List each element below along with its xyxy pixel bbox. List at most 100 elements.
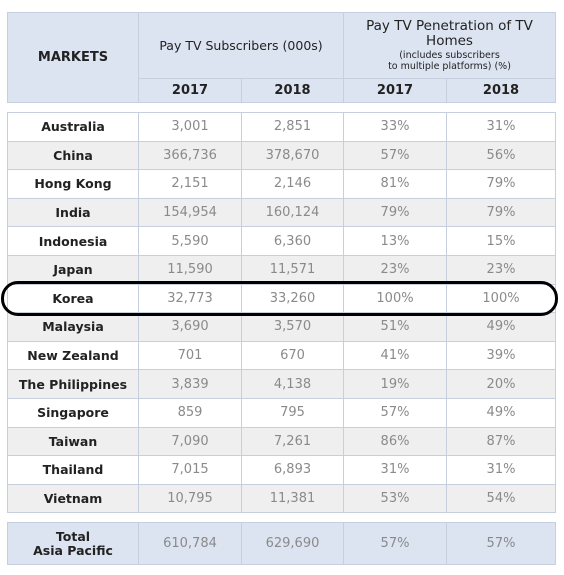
total-subs-2018: 629,690 [241,522,344,565]
pen-2018-cell: 87% [446,426,556,457]
subs-2017-cell: 7,090 [138,426,242,457]
total-row: Total Asia Pacific 610,784 629,690 57% 5… [7,522,556,565]
subs-2018-cell: 11,381 [241,483,344,514]
table-row: India 154,954 160,124 79% 79% [7,197,556,228]
pen-2018-cell: 100% [446,283,556,314]
total-label-line1: Total [55,528,91,544]
market-cell: Taiwan [7,426,139,457]
subs-2017-cell: 859 [138,397,242,428]
market-cell: Vietnam [7,483,139,514]
subscribers-header: Pay TV Subscribers (000s) [138,12,344,79]
pen-2017-cell: 57% [343,140,447,171]
penetration-note-line2: to multiple platforms) (%) [388,60,511,72]
subs-2017-cell: 701 [138,340,242,371]
subs-2018-cell: 3,570 [241,312,344,342]
pen-2017-cell: 100% [343,283,447,314]
total-pen-2017: 57% [343,522,447,565]
pen-2017-cell: 33% [343,112,447,142]
subs-2017-cell: 3,690 [138,312,242,342]
table-row: Indonesia 5,590 6,360 13% 15% [7,226,556,256]
total-pen-2018: 57% [446,522,556,565]
year-header-pen-2018: 2018 [446,77,556,104]
market-cell: Thailand [7,455,139,485]
pen-2017-cell: 57% [343,397,447,428]
subs-2017-cell: 366,736 [138,140,242,171]
subs-2018-cell: 2,851 [241,112,344,142]
market-cell: Korea [7,283,139,314]
subs-2018-cell: 7,261 [241,426,344,457]
market-cell: The Philippines [7,369,139,399]
pen-2018-cell: 39% [446,340,556,371]
pen-2018-cell: 20% [446,369,556,399]
table-row: Vietnam 10,795 11,381 53% 54% [7,483,556,514]
subs-2018-cell: 378,670 [241,140,344,171]
pen-2017-cell: 19% [343,369,447,399]
table-row: Korea 32,773 33,260 100% 100% [7,283,556,314]
subs-2018-cell: 795 [241,397,344,428]
pen-2017-cell: 81% [343,169,447,199]
pen-2017-cell: 31% [343,455,447,485]
subs-2017-cell: 2,151 [138,169,242,199]
subs-2018-cell: 11,571 [241,254,344,285]
penetration-header: Pay TV Penetration of TV Homes (includes… [343,12,556,79]
pen-2018-cell: 31% [446,112,556,142]
table-row: Japan 11,590 11,571 23% 23% [7,254,556,285]
subs-2018-cell: 6,893 [241,455,344,485]
subs-2017-cell: 10,795 [138,483,242,514]
market-cell: Hong Kong [7,169,139,199]
total-label: Total Asia Pacific [7,522,139,565]
subs-2017-cell: 11,590 [138,254,242,285]
markets-header: MARKETS [7,12,139,103]
penetration-title: Pay TV Penetration of TV Homes [366,17,533,49]
market-cell: Singapore [7,397,139,428]
subs-2017-cell: 3,839 [138,369,242,399]
market-cell: India [7,197,139,228]
market-cell: Australia [7,112,139,142]
table-row: Taiwan 7,090 7,261 86% 87% [7,426,556,457]
pen-2018-cell: 79% [446,197,556,228]
table-row: Australia 3,001 2,851 33% 31% [7,112,556,142]
subs-2018-cell: 2,146 [241,169,344,199]
table-row: The Philippines 3,839 4,138 19% 20% [7,369,556,399]
pen-2018-cell: 15% [446,226,556,256]
year-header-subs-2018: 2018 [241,77,344,104]
table-row: China 366,736 378,670 57% 56% [7,140,556,171]
market-cell: New Zealand [7,340,139,371]
subs-2018-cell: 670 [241,340,344,371]
pen-2018-cell: 79% [446,169,556,199]
pen-2017-cell: 86% [343,426,447,457]
table-row: Thailand 7,015 6,893 31% 31% [7,455,556,485]
header-table: MARKETS Pay TV Subscribers (000s) Pay TV… [7,12,556,104]
total-label-line2: Asia Pacific [33,542,113,558]
pen-2017-cell: 53% [343,483,447,514]
pen-2017-cell: 13% [343,226,447,256]
penetration-note-line1: (includes subscribers [399,49,500,61]
subs-2017-cell: 7,015 [138,455,242,485]
total-table: Total Asia Pacific 610,784 629,690 57% 5… [7,522,556,565]
subs-2018-cell: 160,124 [241,197,344,228]
subs-2017-cell: 3,001 [138,112,242,142]
pen-2018-cell: 49% [446,397,556,428]
table-row: Hong Kong 2,151 2,146 81% 79% [7,169,556,199]
markets-table: Australia 3,001 2,851 33% 31% China 366,736 378… [7,112,556,514]
pen-2017-cell: 79% [343,197,447,228]
pen-2017-cell: 41% [343,340,447,371]
pen-2018-cell: 49% [446,312,556,342]
subs-2017-cell: 5,590 [138,226,242,256]
table-row: Malaysia 3,690 3,570 51% 49% [7,312,556,342]
pen-2017-cell: 51% [343,312,447,342]
pen-2018-cell: 23% [446,254,556,285]
market-cell: Indonesia [7,226,139,256]
table-row: New Zealand 701 670 41% 39% [7,340,556,371]
year-header-subs-2017: 2017 [138,77,242,104]
pen-2017-cell: 23% [343,254,447,285]
table-row: Singapore 859 795 57% 49% [7,397,556,428]
subs-2017-cell: 154,954 [138,197,242,228]
year-header-pen-2017: 2017 [343,77,447,104]
subs-2018-cell: 4,138 [241,369,344,399]
subs-2017-cell: 32,773 [138,283,242,314]
pen-2018-cell: 56% [446,140,556,171]
subs-2018-cell: 6,360 [241,226,344,256]
pen-2018-cell: 31% [446,455,556,485]
pen-2018-cell: 54% [446,483,556,514]
